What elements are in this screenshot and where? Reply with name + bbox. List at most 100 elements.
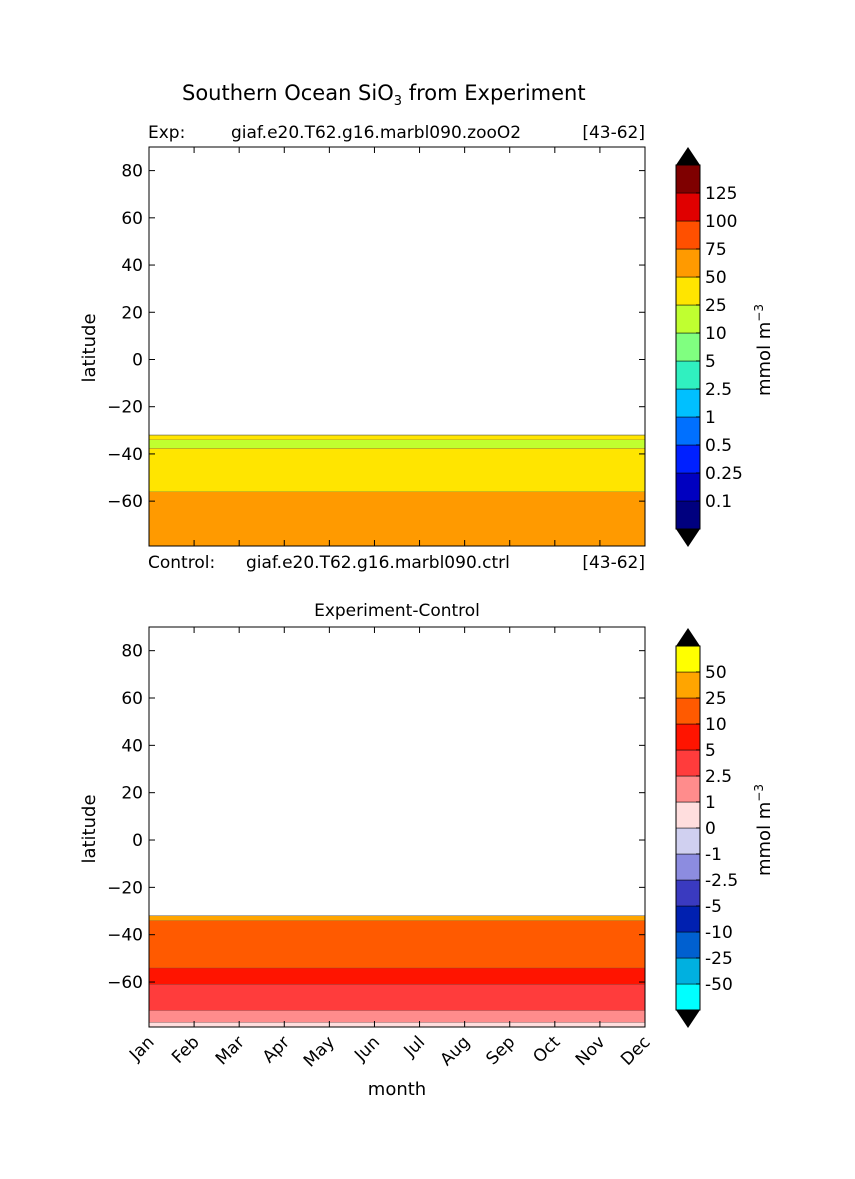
x-tick-label: Apr (259, 1032, 294, 1067)
x-tick-label: Jun (350, 1032, 384, 1066)
colorbar-label: 25 (705, 296, 727, 316)
field-band (149, 984, 645, 1011)
exp-years: [43-62] (582, 123, 645, 143)
colorbar-segment (675, 220, 701, 250)
colorbar-label: 100 (705, 212, 737, 232)
colorbar-label: -2.5 (705, 871, 738, 891)
colorbar-segment (675, 500, 701, 530)
colorbar-label: 75 (705, 240, 727, 260)
exp-name: giaf.e20.T62.g16.marbl090.zooO2 (231, 123, 521, 143)
y-tick-label: −60 (107, 492, 143, 512)
y-tick-label: 20 (121, 784, 143, 804)
colorbar-label: 5 (705, 352, 716, 372)
colorbar-frame (675, 164, 701, 530)
colorbar-segment (675, 472, 701, 502)
colorbar-extend-min (676, 1010, 700, 1028)
colorbar-extend-min (676, 529, 700, 547)
colorbar-segment (675, 388, 701, 418)
units-top: mmol m−3 (752, 304, 775, 396)
y-tick-label: 0 (132, 831, 143, 851)
colorbar-segment (675, 276, 701, 306)
colorbar-label: 10 (705, 715, 727, 735)
plot-frame (148, 146, 646, 547)
colorbar-segment (675, 931, 701, 959)
field-band (149, 1022, 645, 1027)
y-tick-label: −20 (107, 878, 143, 898)
colorbar-segment (675, 671, 701, 699)
plot-frame (148, 626, 646, 1028)
exp-label: Exp: (148, 123, 185, 143)
colorbar-label: -25 (705, 949, 733, 969)
units-bottom: mmol m−3 (752, 784, 775, 876)
colorbar-label: 50 (705, 663, 727, 683)
colorbar-segment (675, 645, 701, 673)
colorbar-segment (675, 749, 701, 777)
experiment-axes: 80 60 40 20 0 −20 −40 −60 (107, 146, 646, 547)
colorbar-segment (675, 775, 701, 803)
y-tick-label: 60 (121, 209, 143, 229)
y-tick-label: −20 (107, 398, 143, 418)
ctrl-label: Control: (148, 553, 215, 573)
colorbar-segment (675, 360, 701, 390)
field-band (149, 448, 645, 492)
x-tick-label: Mar (212, 1032, 249, 1069)
colorbar-label: 10 (705, 324, 727, 344)
colorbar-segment (675, 332, 701, 362)
field-band (149, 491, 645, 546)
x-tick-label: Oct (529, 1032, 564, 1067)
colorbar-label: 0.25 (705, 464, 743, 484)
colorbar-segment (675, 723, 701, 751)
y-tick-label: −60 (107, 973, 143, 993)
colorbar-label: 2.5 (705, 380, 732, 400)
colorbar-label: 125 (705, 184, 737, 204)
colorbar-label: 0.1 (705, 492, 732, 512)
y-tick-label: 80 (121, 162, 143, 182)
colorbar-label: -10 (705, 923, 733, 943)
colorbar-segment (675, 192, 701, 222)
x-tick-label: May (300, 1032, 339, 1071)
colorbar-label: 1 (705, 408, 716, 428)
ctrl-years: [43-62] (582, 553, 645, 573)
colorbar-label: 25 (705, 689, 727, 709)
colorbar-label: 1 (705, 793, 716, 813)
colorbar-label: -5 (705, 897, 722, 917)
x-tick-label: Jul (400, 1032, 429, 1061)
experiment-colorbar: 125 100 75 50 25 10 5 2.5 1 0.5 0.25 0.1 (675, 147, 743, 547)
difference-title: Experiment-Control (314, 601, 480, 621)
colorbar-segment (675, 879, 701, 907)
figure-title: Southern Ocean SiO3 from Experiment (182, 81, 586, 109)
xlabel: month (368, 1079, 426, 1100)
x-tick-label: Jan (125, 1032, 158, 1065)
colorbar-segment (675, 957, 701, 985)
colorbar-segment (675, 304, 701, 334)
y-tick-label: 20 (121, 303, 143, 323)
colorbar-extend-max (676, 147, 700, 165)
difference-plot (149, 915, 645, 1027)
ylabel-bottom: latitude (79, 794, 100, 863)
colorbar-label: -1 (705, 845, 722, 865)
colorbar-segment (675, 801, 701, 829)
ylabel-top: latitude (79, 313, 100, 382)
colorbar-segment (675, 827, 701, 855)
ctrl-name: giaf.e20.T62.g16.marbl090.ctrl (246, 553, 510, 573)
colorbar-segment (675, 905, 701, 933)
colorbar-segment (675, 164, 701, 194)
field-band (149, 435, 645, 440)
x-tick-label: Nov (572, 1032, 610, 1070)
field-band (149, 920, 645, 968)
colorbar-extend-max (676, 628, 700, 646)
colorbar-label: 0 (705, 819, 716, 839)
colorbar-segment (675, 697, 701, 725)
field-band (149, 439, 645, 449)
colorbar-segment (675, 416, 701, 446)
x-tick-label: Sep (482, 1032, 519, 1069)
x-tick-label: Aug (437, 1032, 475, 1070)
colorbar-segment (675, 853, 701, 881)
y-tick-label: 0 (132, 350, 143, 370)
y-tick-label: −40 (107, 445, 143, 465)
y-tick-label: −40 (107, 926, 143, 946)
y-tick-label: 80 (121, 642, 143, 662)
colorbar-label: 0.5 (705, 436, 732, 456)
